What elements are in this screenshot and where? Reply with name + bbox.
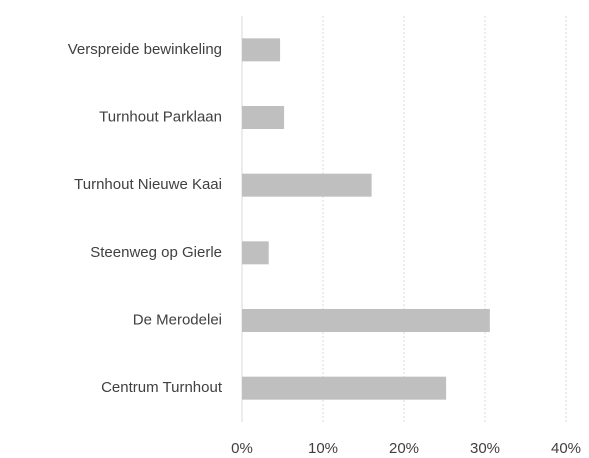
bar: [242, 241, 269, 265]
y-tick-label: De Merodelei: [133, 311, 222, 328]
x-tick-label: 0%: [231, 440, 253, 457]
x-tick-label: 10%: [308, 440, 338, 457]
y-tick-label: Centrum Turnhout: [101, 379, 223, 396]
x-tick-label: 30%: [470, 440, 500, 457]
y-tick-label: Turnhout Parklaan: [99, 108, 222, 125]
x-tick-label: 20%: [389, 440, 419, 457]
bar: [242, 308, 490, 333]
x-tick-label: 40%: [551, 440, 581, 457]
y-tick-label: Steenweg op Gierle: [90, 244, 222, 261]
bar: [242, 376, 447, 400]
bar: [242, 173, 372, 197]
y-tick-label: Turnhout Nieuwe Kaai: [74, 176, 222, 193]
bar: [242, 105, 285, 130]
bar: [242, 38, 281, 62]
y-tick-label: Verspreide bewinkeling: [68, 41, 222, 58]
